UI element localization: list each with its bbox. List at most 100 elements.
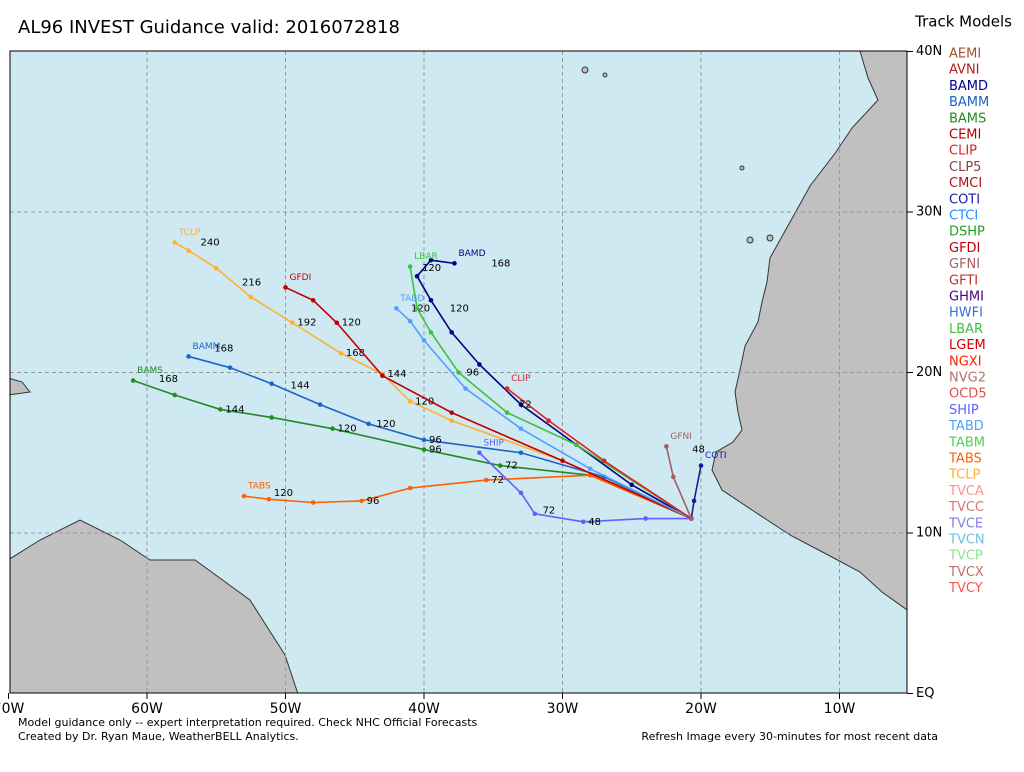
track-point: [428, 330, 434, 335]
track-point: [497, 463, 503, 468]
track-point: [266, 496, 272, 502]
africa: [711, 51, 907, 611]
track-point: [172, 240, 177, 245]
track-point: [518, 490, 524, 496]
track-name: BAMM: [193, 342, 221, 352]
track-point: [172, 392, 177, 398]
hour-label: 72: [491, 475, 504, 486]
hour-label: 72: [505, 461, 518, 472]
track-point: [587, 466, 593, 472]
hour-label: 216: [242, 278, 261, 289]
track-point: [580, 519, 586, 525]
legend-entry: NGXI: [949, 354, 982, 369]
hour-label: 144: [387, 369, 406, 380]
track-point: [504, 386, 510, 391]
track-name: TABD: [399, 294, 424, 304]
legend-entry: BAMS: [949, 111, 986, 126]
track-name: BAMS: [137, 366, 163, 376]
track-point: [414, 306, 420, 311]
track-point: [463, 386, 468, 391]
legend-entry: GFTI: [949, 273, 978, 288]
y-tick-label: 10N: [916, 526, 942, 541]
track-point: [477, 362, 482, 367]
hour-label: 96: [429, 435, 442, 446]
hour-label: 144: [225, 404, 244, 415]
x-tick-label: 50W: [270, 701, 302, 717]
legend-entry: TCLP: [948, 468, 980, 483]
legend-entry: LGEM: [949, 338, 986, 353]
hour-label: 48: [692, 445, 705, 456]
track-name: GFDI: [290, 273, 312, 283]
island: [602, 72, 608, 78]
track-point: [698, 463, 704, 468]
x-tick-label: 40W: [408, 701, 440, 717]
track-point: [518, 402, 524, 407]
track-point: [317, 402, 323, 407]
track-point: [518, 426, 524, 431]
footer-credit: Created by Dr. Ryan Maue, WeatherBELL An…: [18, 730, 299, 743]
track-name: TABS: [247, 482, 271, 492]
legend-entry: TVCP: [948, 549, 983, 564]
hour-label: 48: [588, 517, 601, 528]
legend-entry: TABM: [948, 435, 985, 450]
track-point: [456, 370, 461, 375]
track-point: [186, 248, 191, 253]
legend-entry: CEMI: [949, 128, 981, 143]
track-point: [407, 264, 413, 269]
legend-entry: GFNI: [949, 257, 980, 272]
track-point: [484, 477, 489, 483]
island: [739, 165, 745, 171]
track-point: [504, 410, 510, 415]
hour-label: 192: [297, 318, 316, 329]
hour-label: 144: [291, 380, 310, 391]
hour-label: 168: [214, 343, 233, 354]
legend-entry: BAMM: [949, 95, 989, 110]
legend-entry: CLP5: [949, 160, 981, 175]
track-point: [664, 444, 669, 449]
track-point: [334, 320, 340, 326]
track-name: COTI: [705, 451, 727, 461]
legend-entry: HWFI: [949, 306, 983, 321]
legend-entry: AEMI: [949, 47, 981, 62]
legend-entry: AVNI: [949, 63, 980, 78]
track-point: [414, 273, 420, 279]
track-point: [518, 450, 524, 456]
hour-label: 168: [159, 374, 178, 385]
track-point: [213, 265, 219, 271]
hour-label: 120: [342, 318, 361, 329]
track-point: [574, 442, 579, 448]
track-point: [290, 320, 295, 326]
track-point: [449, 418, 455, 423]
track-name: LBAR: [414, 252, 438, 262]
track-point: [449, 330, 455, 335]
island: [766, 234, 774, 242]
track-point: [407, 485, 413, 491]
legend-entry: CLIP: [949, 144, 977, 159]
legend-entry: GHMI: [949, 290, 984, 305]
track-point: [546, 418, 551, 423]
track-point: [560, 458, 565, 464]
track-name: GFNI: [670, 432, 692, 442]
legend-entry: TABD: [948, 419, 984, 434]
track-line: [478, 452, 692, 523]
legend-entry: CTCI: [949, 209, 978, 224]
track-point: [269, 415, 274, 420]
x-tick-label: 10W: [824, 701, 856, 717]
island: [746, 236, 754, 244]
south-america: [10, 519, 299, 693]
x-tick-label: 20W: [685, 701, 717, 717]
legend-entry: LBAR: [949, 322, 983, 337]
track-point: [532, 511, 538, 517]
hour-label: 120: [274, 488, 293, 499]
track-point: [643, 516, 648, 521]
track-point: [428, 257, 434, 263]
track-name: BAMD: [458, 249, 485, 259]
track-point: [283, 285, 288, 290]
track-point: [380, 373, 385, 379]
hour-label: 96: [367, 496, 380, 507]
track-point: [241, 493, 247, 499]
track-point: [421, 437, 427, 443]
legend-entry: TVCE: [948, 516, 983, 531]
